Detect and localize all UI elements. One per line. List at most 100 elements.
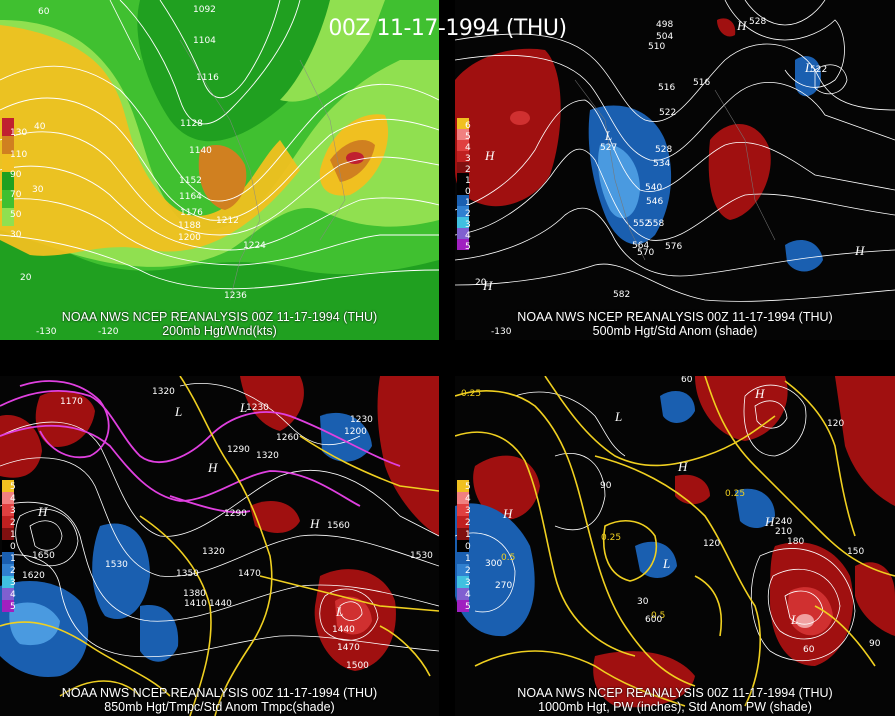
- colorbar-label: 4: [465, 143, 471, 153]
- contour-label: 1092: [193, 5, 216, 15]
- panel-caption-source: NOAA NWS NCEP REANALYSIS 00Z 11-17-1994 …: [61, 686, 378, 700]
- contour-label: 564: [632, 241, 649, 251]
- axis-label: -130: [491, 327, 512, 337]
- contour-label: 1140: [189, 146, 212, 156]
- low-pressure-marker: L: [790, 612, 798, 627]
- contour-label: 1164: [179, 192, 202, 202]
- colorbar-label: 2: [10, 566, 16, 576]
- contour-label: 1350: [176, 569, 199, 579]
- colorbar-label: 1: [10, 554, 16, 564]
- colorbar-label: 5: [465, 482, 471, 492]
- contour-label: 576: [665, 242, 682, 252]
- contour-label: 1230: [246, 403, 269, 413]
- high-pressure-marker: H: [37, 504, 48, 519]
- pw-contour-label: 0.5: [501, 553, 515, 563]
- contour-label: 1290: [224, 509, 247, 519]
- contour-label: 528: [655, 145, 672, 155]
- contour-label: 1152: [179, 176, 202, 186]
- low-pressure-marker: L: [335, 604, 343, 619]
- contour-label: 510: [648, 42, 665, 52]
- colorbar-label: 90: [10, 170, 22, 180]
- axis-label: -120: [98, 327, 119, 337]
- colorbar-label: 0: [465, 542, 471, 552]
- high-pressure-marker: H: [482, 278, 493, 293]
- contour-label: 180: [787, 537, 804, 547]
- contour-label: 600: [645, 615, 662, 625]
- panel-850mb: H L H H L L 1170 1320 1230 1200 1260 129…: [0, 376, 439, 716]
- contour-label: 516: [658, 83, 675, 93]
- axis-label: -130: [36, 327, 57, 337]
- anomaly-colorbar: [457, 480, 469, 612]
- anomaly-colorbar: [457, 118, 469, 250]
- contour-label: 1128: [180, 119, 203, 129]
- contour-label: 570: [637, 248, 654, 258]
- panel-caption-field: 200mb Hgt/Wnd(kts): [162, 324, 277, 338]
- axis-label: 20: [475, 278, 487, 288]
- contour-label: 1104: [193, 36, 216, 46]
- contour-label: 1212: [216, 216, 239, 226]
- contour-label: 240: [775, 517, 792, 527]
- colorbar-label: 1: [465, 176, 471, 186]
- contour-label: 1470: [337, 643, 360, 653]
- colorbar-label: 2: [465, 566, 471, 576]
- colorbar-label: 0: [465, 187, 471, 197]
- map-850mb: H L H H L L 1170 1320 1230 1200 1260 129…: [0, 376, 439, 716]
- contour-label: 1440: [209, 599, 232, 609]
- contour-label: 150: [847, 547, 864, 557]
- colorbar-label: 1: [465, 530, 471, 540]
- low-pressure-marker: L: [614, 409, 622, 424]
- contour-label: 1440: [332, 625, 355, 635]
- colorbar-label: 3: [465, 154, 471, 164]
- high-pressure-marker: H: [207, 460, 218, 475]
- high-pressure-marker: H: [764, 514, 775, 529]
- colorbar-label: 4: [465, 231, 471, 241]
- contour-label: 516: [693, 78, 710, 88]
- contour-label: 60: [803, 645, 815, 655]
- contour-label: 540: [645, 183, 662, 193]
- axis-label: 40: [34, 122, 46, 132]
- axis-label: 60: [38, 7, 50, 17]
- panel-caption-source: NOAA NWS NCEP REANALYSIS 00Z 11-17-1994 …: [61, 310, 378, 324]
- colorbar-label: 2: [465, 518, 471, 528]
- low-pressure-marker: L: [804, 60, 812, 75]
- contour-label: 1320: [152, 387, 175, 397]
- panel-200mb: 1092 1104 1116 1128 1140 1152 1164 1176 …: [0, 0, 439, 340]
- colorbar-label: 1: [10, 530, 16, 540]
- colorbar-label: 2: [465, 165, 471, 175]
- contour-label: 527: [600, 143, 617, 153]
- contour-label: 1236: [224, 291, 247, 301]
- colorbar-label: 4: [10, 494, 16, 504]
- colorbar-label: 130: [10, 128, 28, 138]
- axis-label: 20: [20, 273, 32, 283]
- contour-label: 300: [485, 559, 502, 569]
- colorbar-label: 0: [10, 542, 16, 552]
- contour-label: 90: [600, 481, 612, 491]
- contour-label: 1560: [327, 521, 350, 531]
- colorbar-label: 4: [465, 590, 471, 600]
- contour-label: 60: [681, 376, 693, 385]
- contour-label: 120: [703, 539, 720, 549]
- axis-label: 30: [32, 185, 44, 195]
- contour-label: 1200: [344, 427, 367, 437]
- colorbar-label: 70: [10, 190, 22, 200]
- contour-label: 210: [775, 527, 792, 537]
- low-pressure-marker: L: [239, 400, 247, 415]
- contour-label: 558: [647, 219, 664, 229]
- contour-label: 534: [653, 159, 670, 169]
- contour-label: 522: [659, 108, 676, 118]
- contour-label: 1620: [22, 571, 45, 581]
- colorbar-label: 5: [465, 242, 471, 252]
- anomaly-colorbar: [2, 480, 14, 612]
- colorbar-label: 4: [10, 590, 16, 600]
- contour-label: 1260: [276, 433, 299, 443]
- high-pressure-marker: H: [736, 18, 747, 33]
- colorbar-label: 5: [465, 602, 471, 612]
- contour-label: 1470: [238, 569, 261, 579]
- contour-label: 1200: [178, 233, 201, 243]
- low-pressure-marker: L: [604, 128, 612, 143]
- contour-label: 270: [495, 581, 512, 591]
- low-pressure-marker: L: [174, 404, 182, 419]
- panel-caption-field: 850mb Hgt/Tmpc/Std Anom Tmpc(shade): [104, 700, 335, 714]
- panel-1000mb: H L H H L L H 0.25 0.25 0.5 0.25 0.5 60 …: [455, 376, 895, 716]
- colorbar-label: 110: [10, 150, 28, 160]
